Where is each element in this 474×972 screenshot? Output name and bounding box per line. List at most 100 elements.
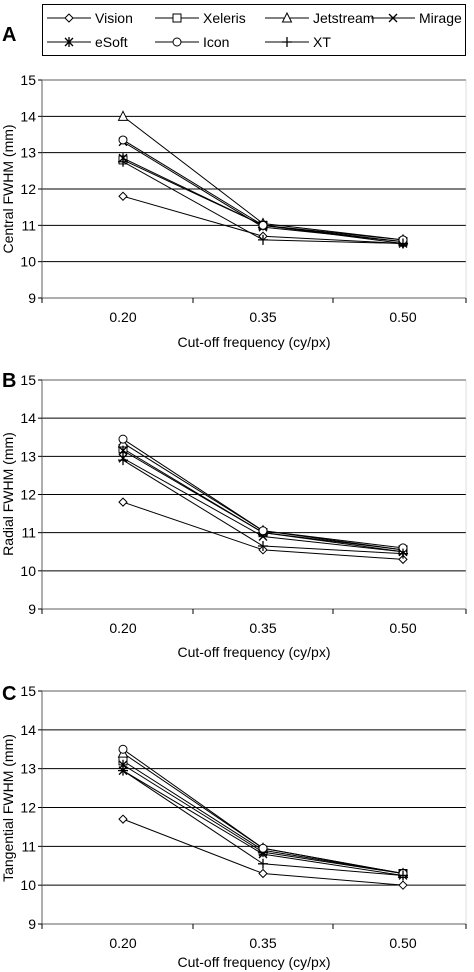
series-xt — [118, 156, 408, 249]
legend-item-esoft: eSoft — [47, 32, 128, 52]
legend-label: eSoft — [95, 34, 128, 50]
panel-label-c: C — [2, 683, 17, 705]
series-jetstream — [117, 747, 409, 879]
y-axis-label: Radial FWHM (mm) — [0, 432, 16, 556]
x-axis-label: Cut-off frequency (cy/px) — [177, 954, 330, 970]
data-point — [258, 234, 268, 245]
data-point — [117, 110, 129, 121]
square-marker-icon — [155, 13, 199, 23]
legend-label: Mirage — [419, 10, 462, 26]
data-point — [398, 238, 408, 249]
y-tick-label: 10 — [20, 563, 36, 579]
y-tick-label: 9 — [28, 601, 36, 617]
x-tick-label: 0.20 — [109, 620, 136, 636]
data-point — [258, 858, 268, 869]
y-tick-label: 11 — [21, 525, 36, 541]
data-point — [118, 434, 128, 444]
data-point — [258, 220, 268, 230]
series-xt — [118, 455, 408, 559]
circle-marker-icon — [155, 37, 199, 47]
y-tick-label: 14 — [20, 108, 36, 124]
series-mirage — [118, 453, 408, 557]
legend-item-xeleris: Xeleris — [155, 8, 246, 28]
legend-item-xt: XT — [265, 32, 331, 52]
legend-label: Icon — [203, 34, 230, 50]
x-tick-label: 0.35 — [249, 935, 276, 951]
y-tick-label: 11 — [21, 217, 36, 233]
y-tick-label: 14 — [20, 410, 36, 426]
y-tick-label: 12 — [20, 800, 36, 816]
legend-label: Xeleris — [203, 10, 246, 26]
data-point — [118, 445, 128, 456]
x-tick-label: 0.20 — [109, 935, 136, 951]
legend-label: XT — [313, 34, 331, 50]
legend-item-vision: Vision — [47, 8, 133, 28]
x-tick-label: 0.35 — [249, 309, 276, 325]
triangle-marker-icon — [265, 11, 309, 23]
x-marker-icon — [371, 13, 415, 23]
y-axis-label: Tangential FWHM (mm) — [0, 734, 16, 882]
data-point — [118, 191, 128, 201]
series-xt — [118, 765, 408, 881]
legend-label: Vision — [95, 10, 133, 26]
y-tick-label: 10 — [20, 254, 36, 270]
series-esoft — [118, 445, 408, 557]
y-tick-label: 9 — [28, 916, 36, 932]
x-tick-label: 0.20 — [109, 309, 136, 325]
legend-item-jetstream: Jetstream — [265, 8, 374, 28]
series-line — [122, 157, 404, 244]
chart-panel: 9 10 11 12 13 14 15 0.20 0.35 0.50 Cut-off frequen… — [0, 372, 467, 660]
x-axis-label: Cut-off frequency (cy/px) — [177, 644, 330, 660]
panel-label-a: A — [2, 24, 17, 46]
y-tick-label: 12 — [20, 487, 36, 503]
series-vision — [118, 814, 408, 890]
series-icon — [118, 744, 408, 879]
x-axis-label: Cut-off frequency (cy/px) — [177, 334, 330, 350]
star-marker-icon — [47, 37, 91, 47]
data-point — [118, 814, 128, 824]
y-tick-label: 11 — [21, 838, 36, 854]
plus-marker-icon — [265, 37, 309, 47]
data-point — [118, 765, 128, 776]
data-point — [258, 843, 268, 853]
data-point — [258, 541, 268, 552]
y-tick-label: 15 — [20, 683, 36, 699]
data-point — [118, 135, 128, 145]
x-tick-label: 0.50 — [389, 309, 416, 325]
chart-panel: 9 10 11 12 13 14 15 0.20 0.35 0.50 Cut-off frequen… — [0, 72, 467, 350]
data-point — [398, 870, 408, 881]
data-point — [118, 497, 128, 507]
y-tick-label: 13 — [20, 448, 36, 464]
y-tick-label: 12 — [20, 181, 36, 197]
legend: Vision Xeleris Jetstream Mirage eSoft Ic… — [42, 4, 466, 56]
x-tick-label: 0.35 — [249, 620, 276, 636]
series-icon — [118, 434, 408, 553]
data-point — [258, 526, 268, 536]
data-point — [118, 455, 128, 466]
series-line — [122, 457, 404, 553]
y-tick-label: 14 — [20, 722, 36, 738]
y-tick-label: 15 — [20, 72, 36, 88]
data-point — [118, 744, 128, 754]
diamond-marker-icon — [47, 13, 91, 23]
series-icon — [118, 135, 408, 245]
y-tick-label: 15 — [20, 372, 36, 388]
data-point — [118, 156, 128, 167]
y-tick-label: 13 — [20, 761, 36, 777]
series-line — [122, 161, 404, 244]
data-point — [398, 554, 408, 565]
legend-label: Jetstream — [313, 10, 375, 26]
data-point — [398, 548, 408, 559]
legend-item-mirage: Mirage — [371, 8, 462, 28]
chart-panel: 9 10 11 12 13 14 15 0.20 0.35 0.50 Cut-off frequen… — [0, 683, 467, 970]
y-tick-label: 10 — [20, 877, 36, 893]
y-axis-label: Central FWHM (mm) — [0, 124, 16, 253]
x-tick-label: 0.50 — [389, 620, 416, 636]
y-tick-label: 9 — [28, 290, 36, 306]
y-tick-label: 13 — [20, 145, 36, 161]
legend-item-icon: Icon — [155, 32, 229, 52]
data-point — [398, 880, 408, 890]
panel-label-b: B — [2, 370, 17, 392]
x-tick-label: 0.50 — [389, 935, 416, 951]
